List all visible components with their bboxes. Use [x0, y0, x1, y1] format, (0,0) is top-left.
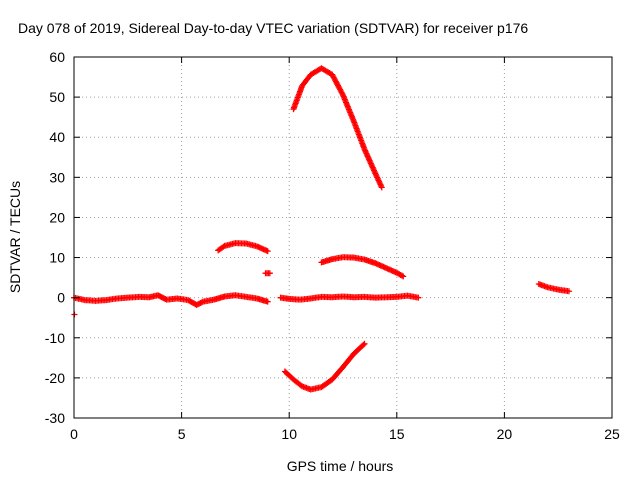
series-arc-12 [215, 240, 271, 255]
data-marker [264, 298, 271, 305]
data-marker [378, 184, 385, 191]
y-tick-label: 20 [49, 209, 65, 225]
data-marker [565, 288, 572, 295]
series-baseline-a [71, 292, 271, 308]
series-arc-10 [318, 254, 407, 280]
plot-frame [73, 56, 613, 419]
x-tick-label: 5 [178, 426, 186, 442]
x-tick-label: 25 [604, 426, 620, 442]
series-point-6 [262, 270, 273, 277]
data-marker [264, 248, 271, 255]
data-marker [361, 340, 368, 347]
y-tick-label: -30 [45, 410, 65, 426]
y-axis-label: SDTVAR / TECUs [7, 181, 23, 293]
data-marker [360, 341, 367, 348]
y-tick-label: 0 [57, 290, 65, 306]
series-peak-57 [290, 65, 385, 191]
data-marker [266, 270, 273, 277]
series-trough-22 [281, 340, 368, 393]
data-points [71, 65, 572, 393]
y-tick-label: 60 [49, 49, 65, 65]
data-marker [400, 273, 407, 280]
x-tick-label: 15 [389, 426, 405, 442]
data-marker [220, 243, 227, 250]
y-tick-label: 30 [49, 169, 65, 185]
chart-title: Day 078 of 2019, Sidereal Day-to-day VTE… [18, 20, 528, 36]
data-marker [398, 272, 405, 279]
x-tick-label: 20 [497, 426, 513, 442]
x-tick-label: 0 [70, 426, 78, 442]
y-tick-label: 40 [49, 129, 65, 145]
y-tick-label: -20 [45, 370, 65, 386]
y-tick-label: 50 [49, 89, 65, 105]
x-tick-label: 10 [281, 426, 297, 442]
data-marker [415, 294, 422, 301]
y-tick-label: 10 [49, 250, 65, 266]
y-tick-label: -10 [45, 330, 65, 346]
series-baseline-b [277, 292, 422, 303]
x-axis-label: GPS time / hours [287, 458, 394, 474]
ticks: 0 5 10 15 20 25 -30 -20 -10 0 10 20 30 40 50 60 [45, 49, 620, 442]
series-late-segment [535, 281, 572, 295]
